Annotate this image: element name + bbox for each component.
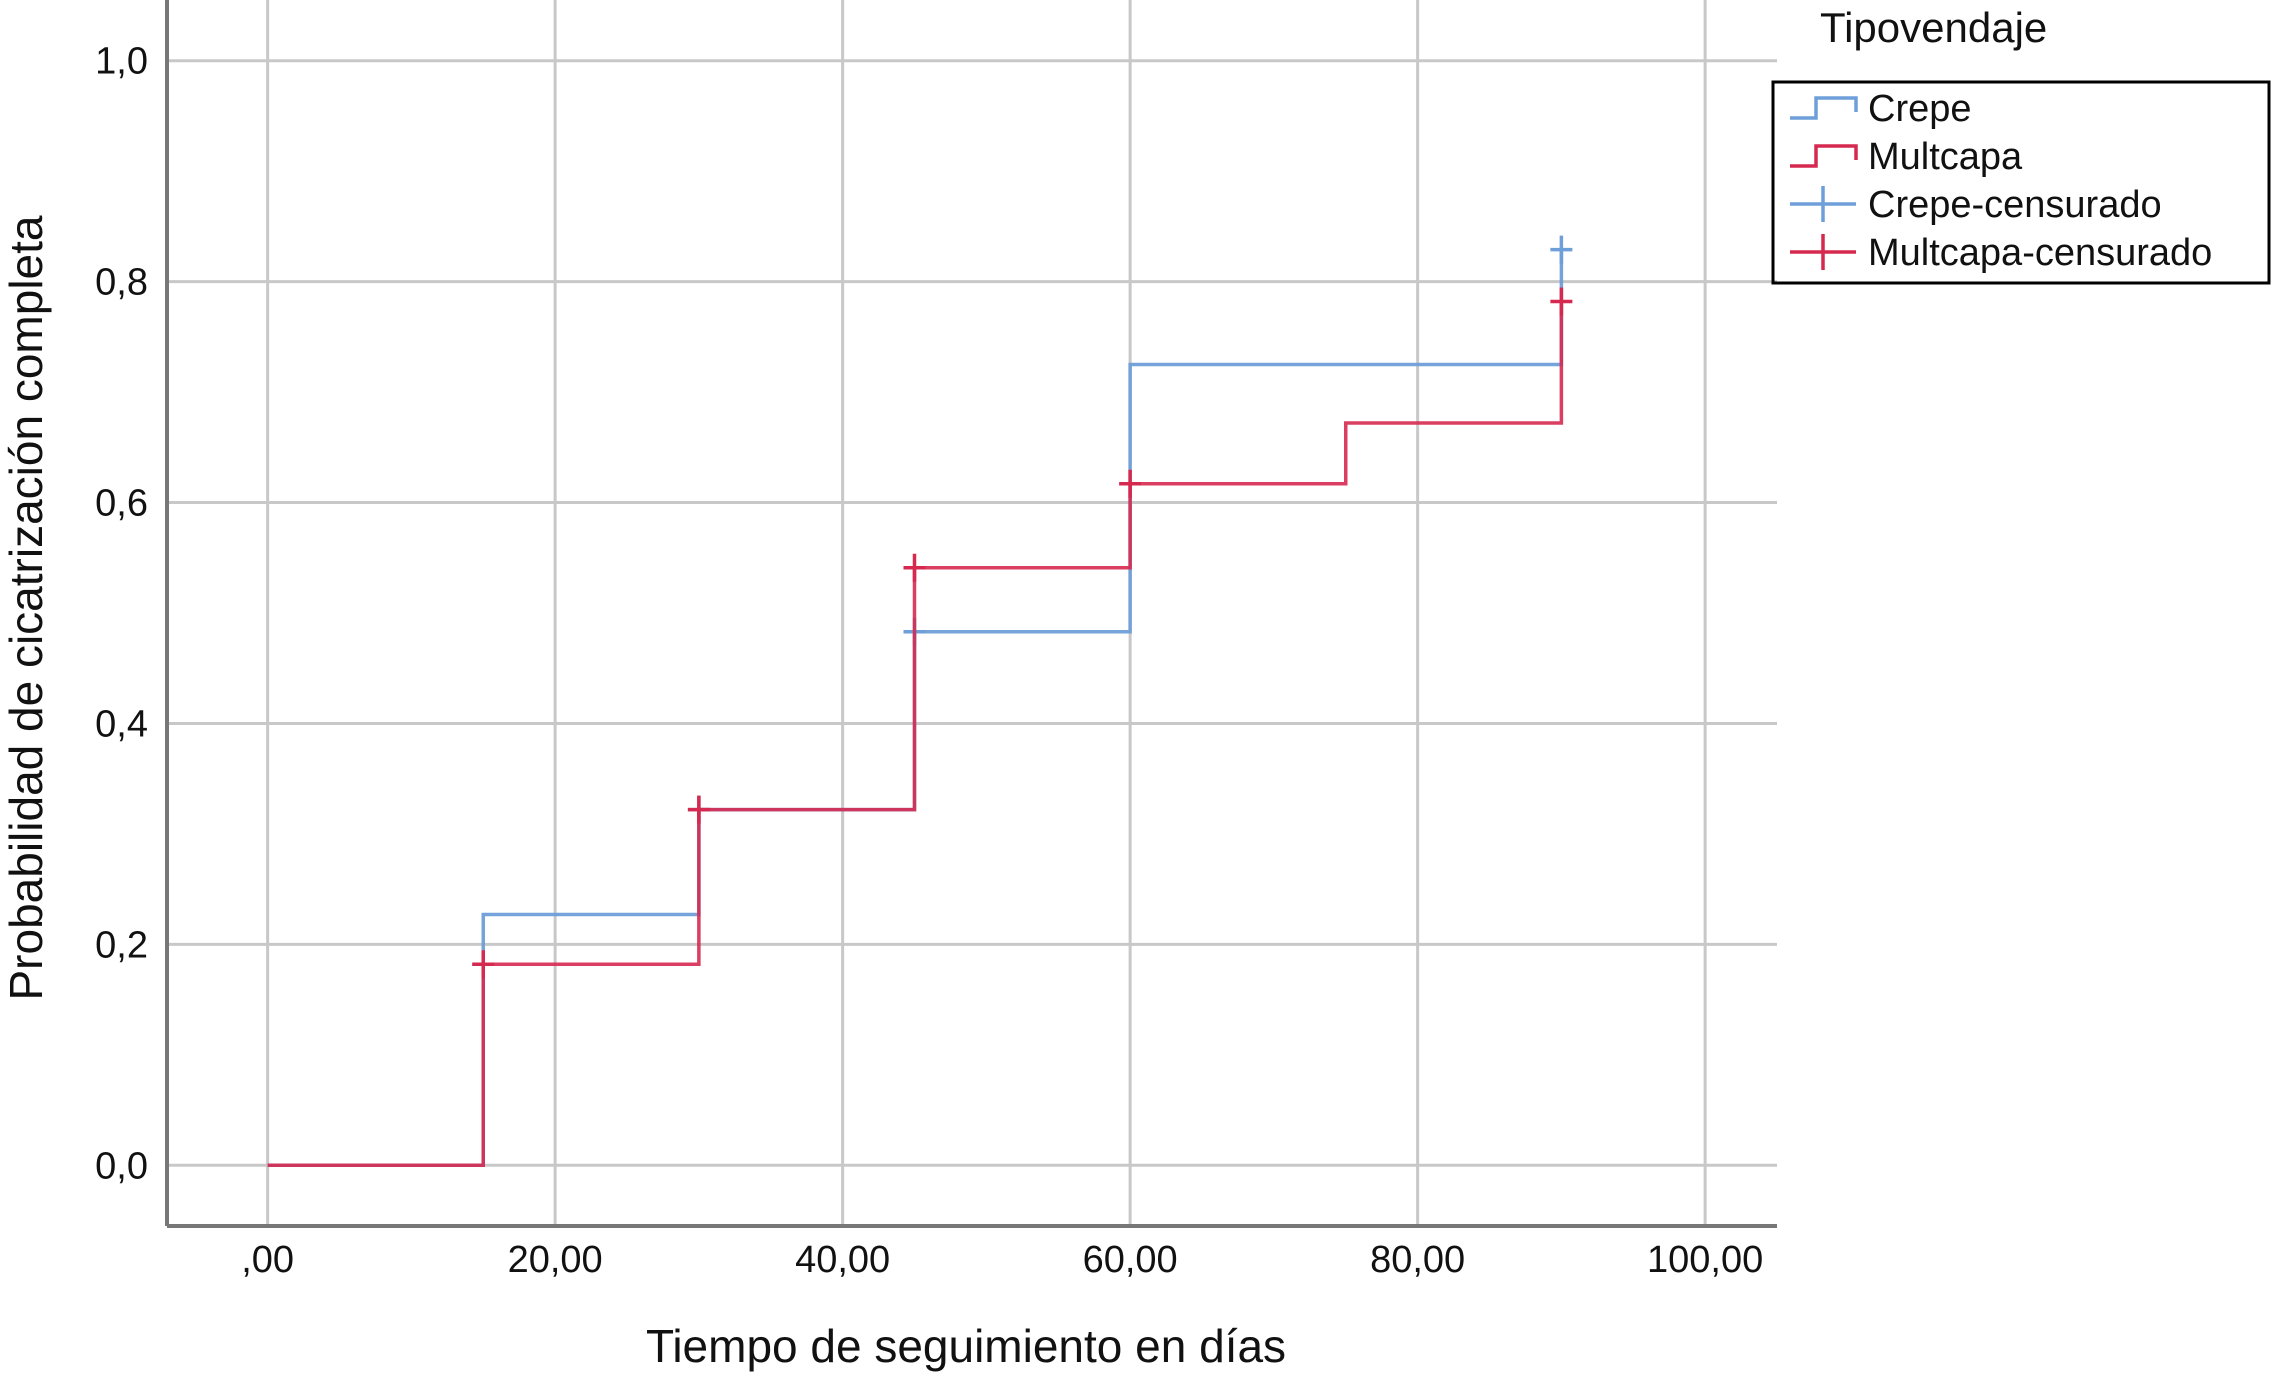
legend-symbol-crepe-censurado: [1790, 186, 1856, 222]
y-tick-label: 0,4: [95, 703, 148, 745]
censor-mark-crepe: [1550, 235, 1573, 264]
legend-symbol-multcapa: [1790, 144, 1858, 168]
legend-label-crepe: Crepe: [1868, 88, 1972, 130]
y-axis-title: Probabilidad de cicatrización completa: [0, 215, 52, 1000]
series-line-multcapa: [267, 301, 1564, 1167]
x-tick-label: 60,00: [1083, 1239, 1178, 1281]
y-tick-label: 0,6: [95, 483, 148, 525]
y-tick-label: 0,2: [95, 924, 148, 966]
legend: Tipovendaje Crepe Multcapa Crepe-censurado…: [1771, 4, 2271, 285]
y-tick-label: 1,0: [95, 41, 148, 83]
legend-label-crepe-censurado: Crepe-censurado: [1868, 184, 2162, 226]
axes: [165, 0, 1777, 1228]
y-tick-label: 0,0: [95, 1145, 148, 1187]
censor-mark-multcapa: [903, 553, 926, 582]
x-tick-label: 80,00: [1370, 1239, 1465, 1281]
censor-mark-multcapa: [1550, 287, 1573, 316]
legend-symbol-multcapa-censurado: [1790, 234, 1856, 270]
legend-label-multcapa: Multcapa: [1868, 136, 2023, 178]
x-tick-label: 20,00: [508, 1239, 603, 1281]
legend-title: Tipovendaje: [1820, 4, 2047, 51]
x-tick-label: ,00: [241, 1239, 294, 1281]
censor-mark-multcapa: [1119, 469, 1142, 498]
y-tick-label: 0,8: [95, 262, 148, 304]
series-lines: [267, 235, 1573, 1167]
tick-labels: ,00 20,00 40,00 60,00 80,00 100,00 0,0 0,2 0,4 0,…: [95, 41, 1763, 1281]
censor-mark-multcapa: [687, 795, 710, 824]
x-axis-title: Tiempo de seguimiento en días: [646, 1320, 1286, 1372]
x-tick-label: 40,00: [795, 1239, 890, 1281]
x-tick-label: 100,00: [1647, 1239, 1763, 1281]
censor-mark-multcapa: [472, 950, 495, 979]
legend-label-multcapa-censurado: Multcapa-censurado: [1868, 232, 2212, 274]
legend-symbol-crepe: [1790, 96, 1858, 120]
legend-box: [1771, 80, 2271, 285]
grid: [167, 0, 1777, 1226]
